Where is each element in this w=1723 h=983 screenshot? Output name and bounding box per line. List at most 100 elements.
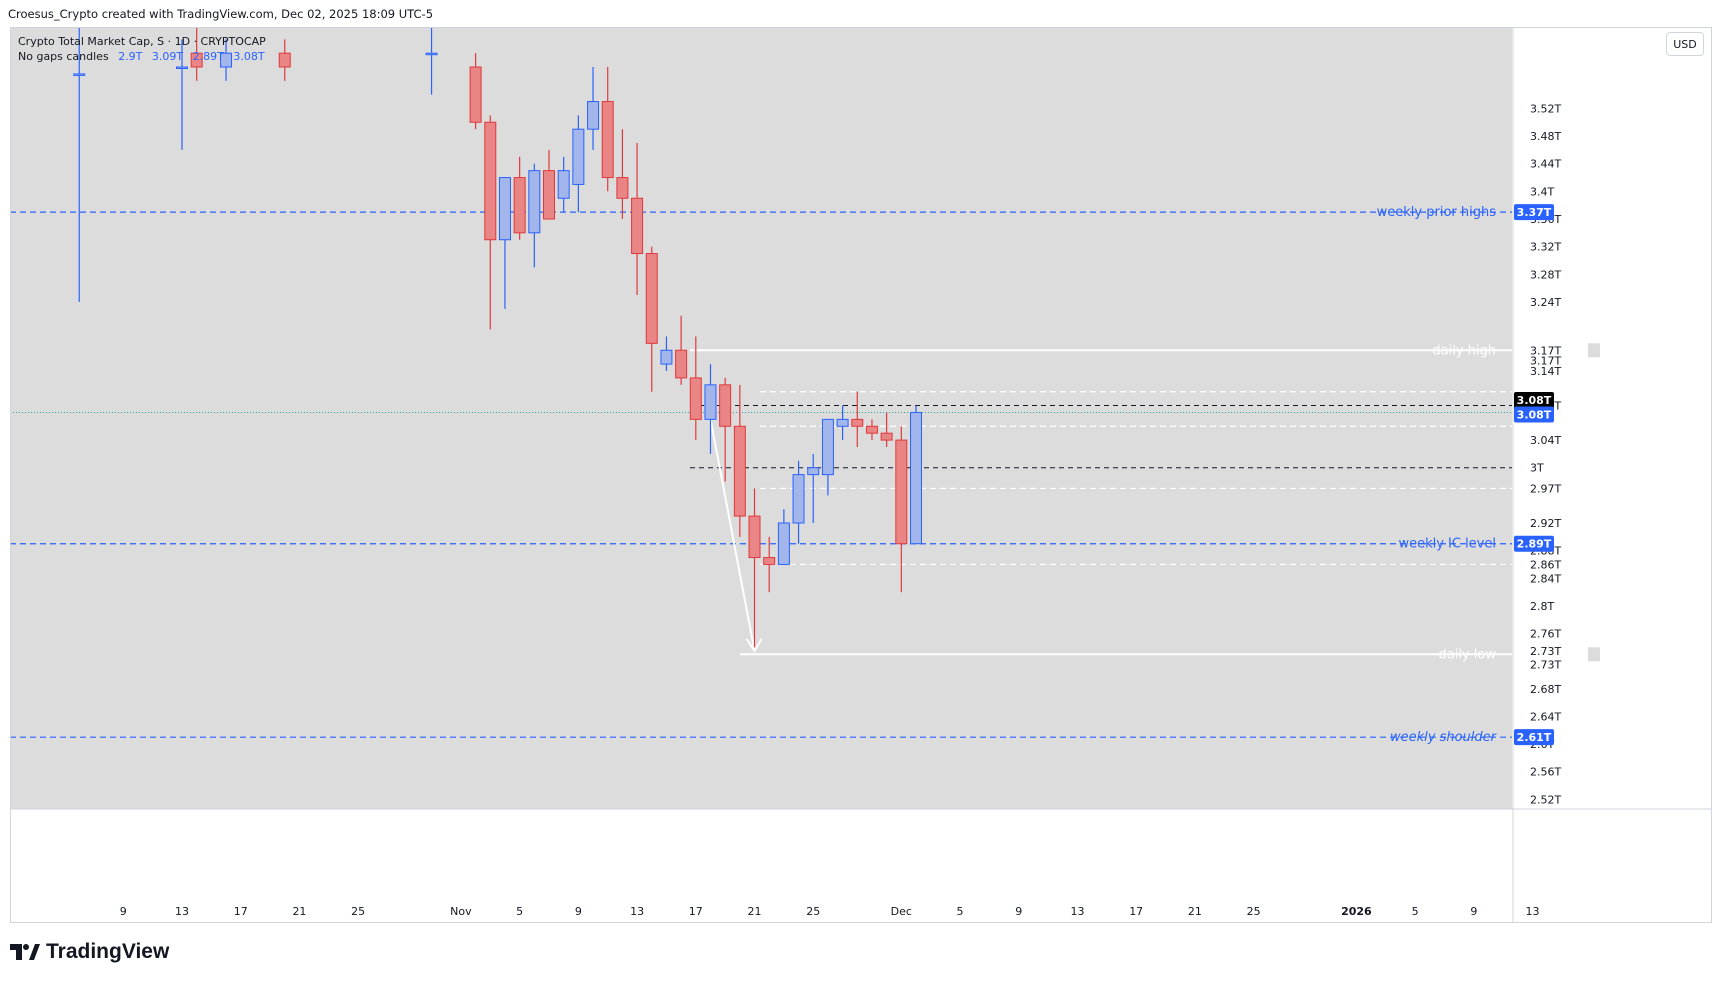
trend-arrow-line: [709, 419, 756, 652]
ohlc-low: 2.89T: [192, 50, 224, 63]
price-tick-label: 3.04T: [1530, 434, 1561, 447]
chart-layer: weekly prior highs weekly IC level weekly …: [10, 27, 1712, 923]
chart-pane[interactable]: [10, 27, 1712, 923]
candle: [763, 536, 776, 593]
price-tick-label: 2.97T: [1530, 482, 1561, 495]
candle: [719, 377, 732, 482]
time-tick-label: 9: [575, 905, 582, 918]
candle: [910, 405, 922, 545]
candle-body: [792, 474, 805, 524]
candle: [880, 412, 893, 447]
candle-body: [484, 121, 497, 241]
candle: [660, 336, 673, 371]
price-tick-label: 2.73T: [1530, 659, 1561, 672]
candle: [792, 460, 805, 544]
price-tick-label: 2.8T: [1530, 600, 1554, 613]
price-tick-label: 3.17T: [1530, 344, 1561, 357]
candle: [601, 67, 614, 192]
candle-body: [616, 177, 629, 199]
time-tick-label: 21: [1188, 905, 1202, 918]
candle: [616, 129, 629, 219]
level-label-weekly-shoulder: weekly shoulder: [1390, 730, 1498, 745]
candle-body: [865, 425, 878, 434]
time-tick-label: 9: [120, 905, 127, 918]
current-price-tag: 3.08T: [1517, 394, 1552, 407]
candle-body: [910, 411, 922, 545]
candle: [689, 336, 702, 441]
price-tick-label: 3T: [1530, 462, 1544, 475]
symbol-title[interactable]: Crypto Total Market Cap, S · 1D · CRYPTO…: [18, 35, 266, 48]
time-tick-label: 2026: [1341, 905, 1372, 918]
candle-body: [587, 101, 600, 130]
price-tick-label: 2.52T: [1530, 793, 1561, 806]
candle-body: [719, 384, 732, 427]
price-tick-label: 2.84T: [1530, 572, 1561, 585]
level-label-daily-high: daily high: [1432, 343, 1496, 358]
time-tick-label: 13: [630, 905, 644, 918]
time-tick-label: 9: [1470, 905, 1477, 918]
candle: [807, 453, 820, 523]
price-tick-label: 3.32T: [1530, 241, 1561, 254]
candle: [645, 246, 658, 392]
level-label-weekly-prior-highs: weekly prior highs: [1377, 205, 1497, 220]
level-price-tag: 3.37T: [1517, 206, 1552, 219]
close-price-tag: 3.08T: [1517, 409, 1552, 422]
time-tick-label: 25: [806, 905, 820, 918]
candle: [176, 39, 188, 150]
label-gap: [1588, 343, 1600, 358]
trend-arrow-head: [745, 638, 763, 653]
close-price-tag-bg: [1514, 406, 1554, 423]
candle-body: [278, 52, 291, 68]
candle-body: [572, 128, 585, 185]
candle-body: [733, 425, 746, 517]
candle-body: [176, 66, 188, 69]
brand-name: TradingView: [46, 940, 170, 963]
time-tick-label: 9: [1015, 905, 1022, 918]
time-tick-label: Nov: [450, 905, 472, 918]
candle: [73, 28, 86, 302]
candle-body: [880, 432, 893, 441]
currency-button[interactable]: USD: [1666, 32, 1704, 56]
candle-body: [601, 101, 614, 179]
ohlc-open: 2.9T: [118, 50, 143, 63]
candle: [484, 115, 497, 330]
time-tick-label: 17: [234, 905, 248, 918]
price-tick-label: 3.24T: [1530, 296, 1561, 309]
time-tick-label: Dec: [891, 905, 912, 918]
time-tick-label: 5: [957, 905, 964, 918]
price-tick-label: 3.52T: [1530, 102, 1561, 115]
candle: [675, 315, 688, 385]
candle-body: [821, 418, 834, 476]
label-gap: [1588, 647, 1600, 662]
level-price-tag: 2.89T: [1517, 538, 1552, 551]
time-tick-label: 13: [1526, 905, 1540, 918]
candle-body: [836, 418, 849, 427]
tradingview-logo[interactable]: TradingView: [10, 940, 169, 964]
candle: [190, 28, 203, 81]
candle-body: [543, 170, 555, 220]
time-tick-label: 21: [292, 905, 306, 918]
time-tick-label: 25: [351, 905, 365, 918]
plot-area: [11, 28, 1512, 738]
price-tick-label: 2.64T: [1530, 710, 1561, 723]
candle-body: [851, 418, 864, 427]
candle: [587, 67, 600, 150]
time-tick-label: 17: [689, 905, 703, 918]
ohlc-values: No gaps candles 2.9T 3.09T 2.89T 3.08T: [18, 49, 271, 64]
candle-body: [425, 52, 438, 56]
candle: [777, 509, 790, 565]
candle-body: [498, 177, 511, 241]
time-tick-label: 13: [1070, 905, 1084, 918]
time-tick-label: 17: [1129, 905, 1143, 918]
candle: [836, 405, 849, 441]
candle: [895, 426, 908, 593]
candle-body: [689, 377, 702, 420]
time-tick-label: 5: [1412, 905, 1419, 918]
candle: [498, 177, 511, 309]
candle-body: [807, 467, 820, 476]
price-tick-label: 3.14T: [1530, 365, 1561, 378]
candle: [543, 149, 555, 220]
candle: [865, 419, 878, 441]
candle-body: [513, 177, 526, 234]
